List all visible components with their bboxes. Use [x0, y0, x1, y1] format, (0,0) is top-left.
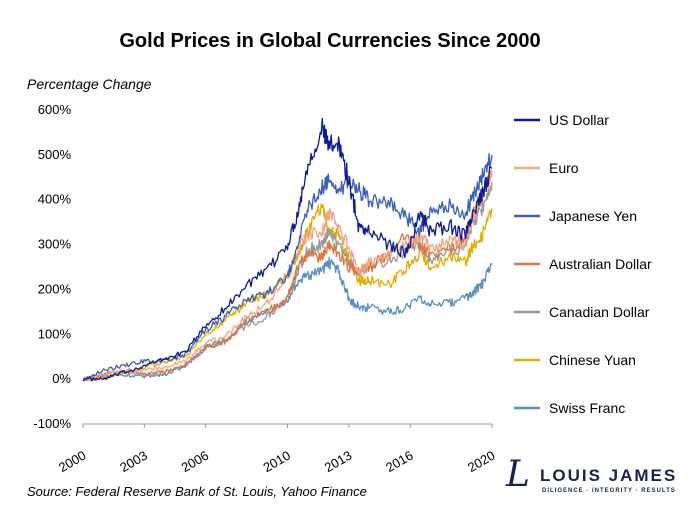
legend-label: Canadian Dollar [549, 304, 650, 320]
series-line-chinese-yuan [82, 203, 493, 382]
series-line-us-dollar [82, 117, 493, 382]
y-tick-label: 300% [38, 237, 72, 252]
series-lines [82, 117, 493, 382]
y-axis-label: Percentage Change [27, 76, 152, 92]
x-tick-label: 2003 [117, 448, 150, 475]
legend-label: Japanese Yen [549, 208, 637, 224]
y-tick-label: 0% [52, 371, 71, 386]
axes: -100% 0% 100% 200% 300% 400% 500% 600% 2000 2003 2… [33, 102, 497, 475]
y-tick-label: 200% [38, 281, 72, 296]
y-tick-label: 500% [38, 147, 72, 162]
x-tick-label: 2013 [322, 448, 355, 475]
legend-label: US Dollar [549, 112, 609, 128]
louis-james-logo: L LOUIS JAMES DILIGENCE · INTEGRITY · RE… [502, 454, 682, 502]
legend-label: Australian Dollar [549, 256, 652, 272]
series-line-japanese-yen [82, 152, 493, 382]
series-line-euro [82, 169, 493, 382]
series-line-swiss-franc [82, 256, 493, 382]
series-line-canadian-dollar [82, 181, 493, 382]
x-tick-label: 2010 [260, 448, 293, 475]
legend-label: Euro [549, 160, 579, 176]
x-tick-label: 2020 [465, 448, 498, 475]
legend-label: Swiss Franc [549, 400, 625, 416]
source-note: Source: Federal Reserve Bank of St. Loui… [27, 484, 367, 499]
chart-title: Gold Prices in Global Currencies Since 2… [119, 30, 541, 52]
logo-mark: L [506, 454, 530, 495]
legend-label: Chinese Yuan [549, 352, 636, 368]
legend: US Dollar Euro Japanese Yen Australian Doll… [514, 112, 652, 416]
x-tick-label: 2016 [383, 448, 416, 475]
x-tick-label: 2000 [56, 448, 89, 475]
y-tick-label: 600% [38, 102, 72, 117]
y-tick-label: 100% [38, 326, 72, 341]
logo-tagline: DILIGENCE · INTEGRITY · RESULTS [542, 488, 676, 494]
x-tick-label: 2006 [179, 448, 212, 475]
logo-name: LOUIS JAMES [540, 466, 678, 485]
y-tick-label: -100% [33, 416, 71, 431]
series-line-australian-dollar [82, 170, 493, 382]
y-tick-label: 400% [38, 192, 72, 207]
